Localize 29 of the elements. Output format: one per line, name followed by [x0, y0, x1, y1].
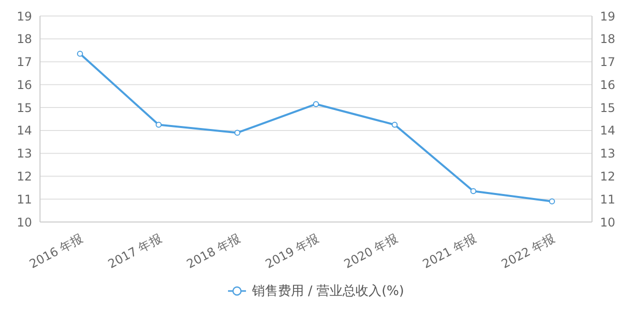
- legend-label: 销售费用 / 营业总收入(%): [252, 283, 404, 300]
- y-tick-label: 13: [16, 146, 32, 161]
- y2-tick-label: 11: [600, 192, 616, 206]
- point: [470, 188, 476, 194]
- y-tick-label: 16: [16, 78, 32, 92]
- point: [234, 130, 240, 136]
- x-tick-label: 2021 年报: [420, 231, 478, 272]
- point: [156, 122, 162, 128]
- y2-tick-label: 19: [600, 9, 616, 24]
- y-tick-label: 15: [16, 100, 32, 115]
- y2-tick-label: 16: [600, 78, 616, 92]
- y2-tick-label: 18: [600, 32, 616, 46]
- y2-tick-label: 12: [600, 169, 616, 184]
- point: [77, 50, 83, 57]
- y-tick-label: 17: [16, 55, 32, 70]
- y2-tick-label: 17: [600, 55, 616, 70]
- y2-tick-label: 14: [600, 124, 616, 138]
- y-tick-label: 12: [16, 169, 32, 184]
- y-tick-label: 19: [16, 9, 32, 24]
- y-tick-label: 14: [16, 124, 32, 138]
- y-tick-label: 18: [16, 32, 32, 46]
- y-tick-label: 11: [16, 192, 32, 206]
- y-tick-label: 10: [16, 215, 32, 230]
- point: [549, 198, 555, 204]
- point: [392, 122, 398, 128]
- y2-tick-label: 10: [600, 215, 616, 230]
- y2-tick-label: 13: [600, 146, 616, 161]
- y2-tick-label: 15: [600, 100, 616, 115]
- point: [313, 101, 319, 108]
